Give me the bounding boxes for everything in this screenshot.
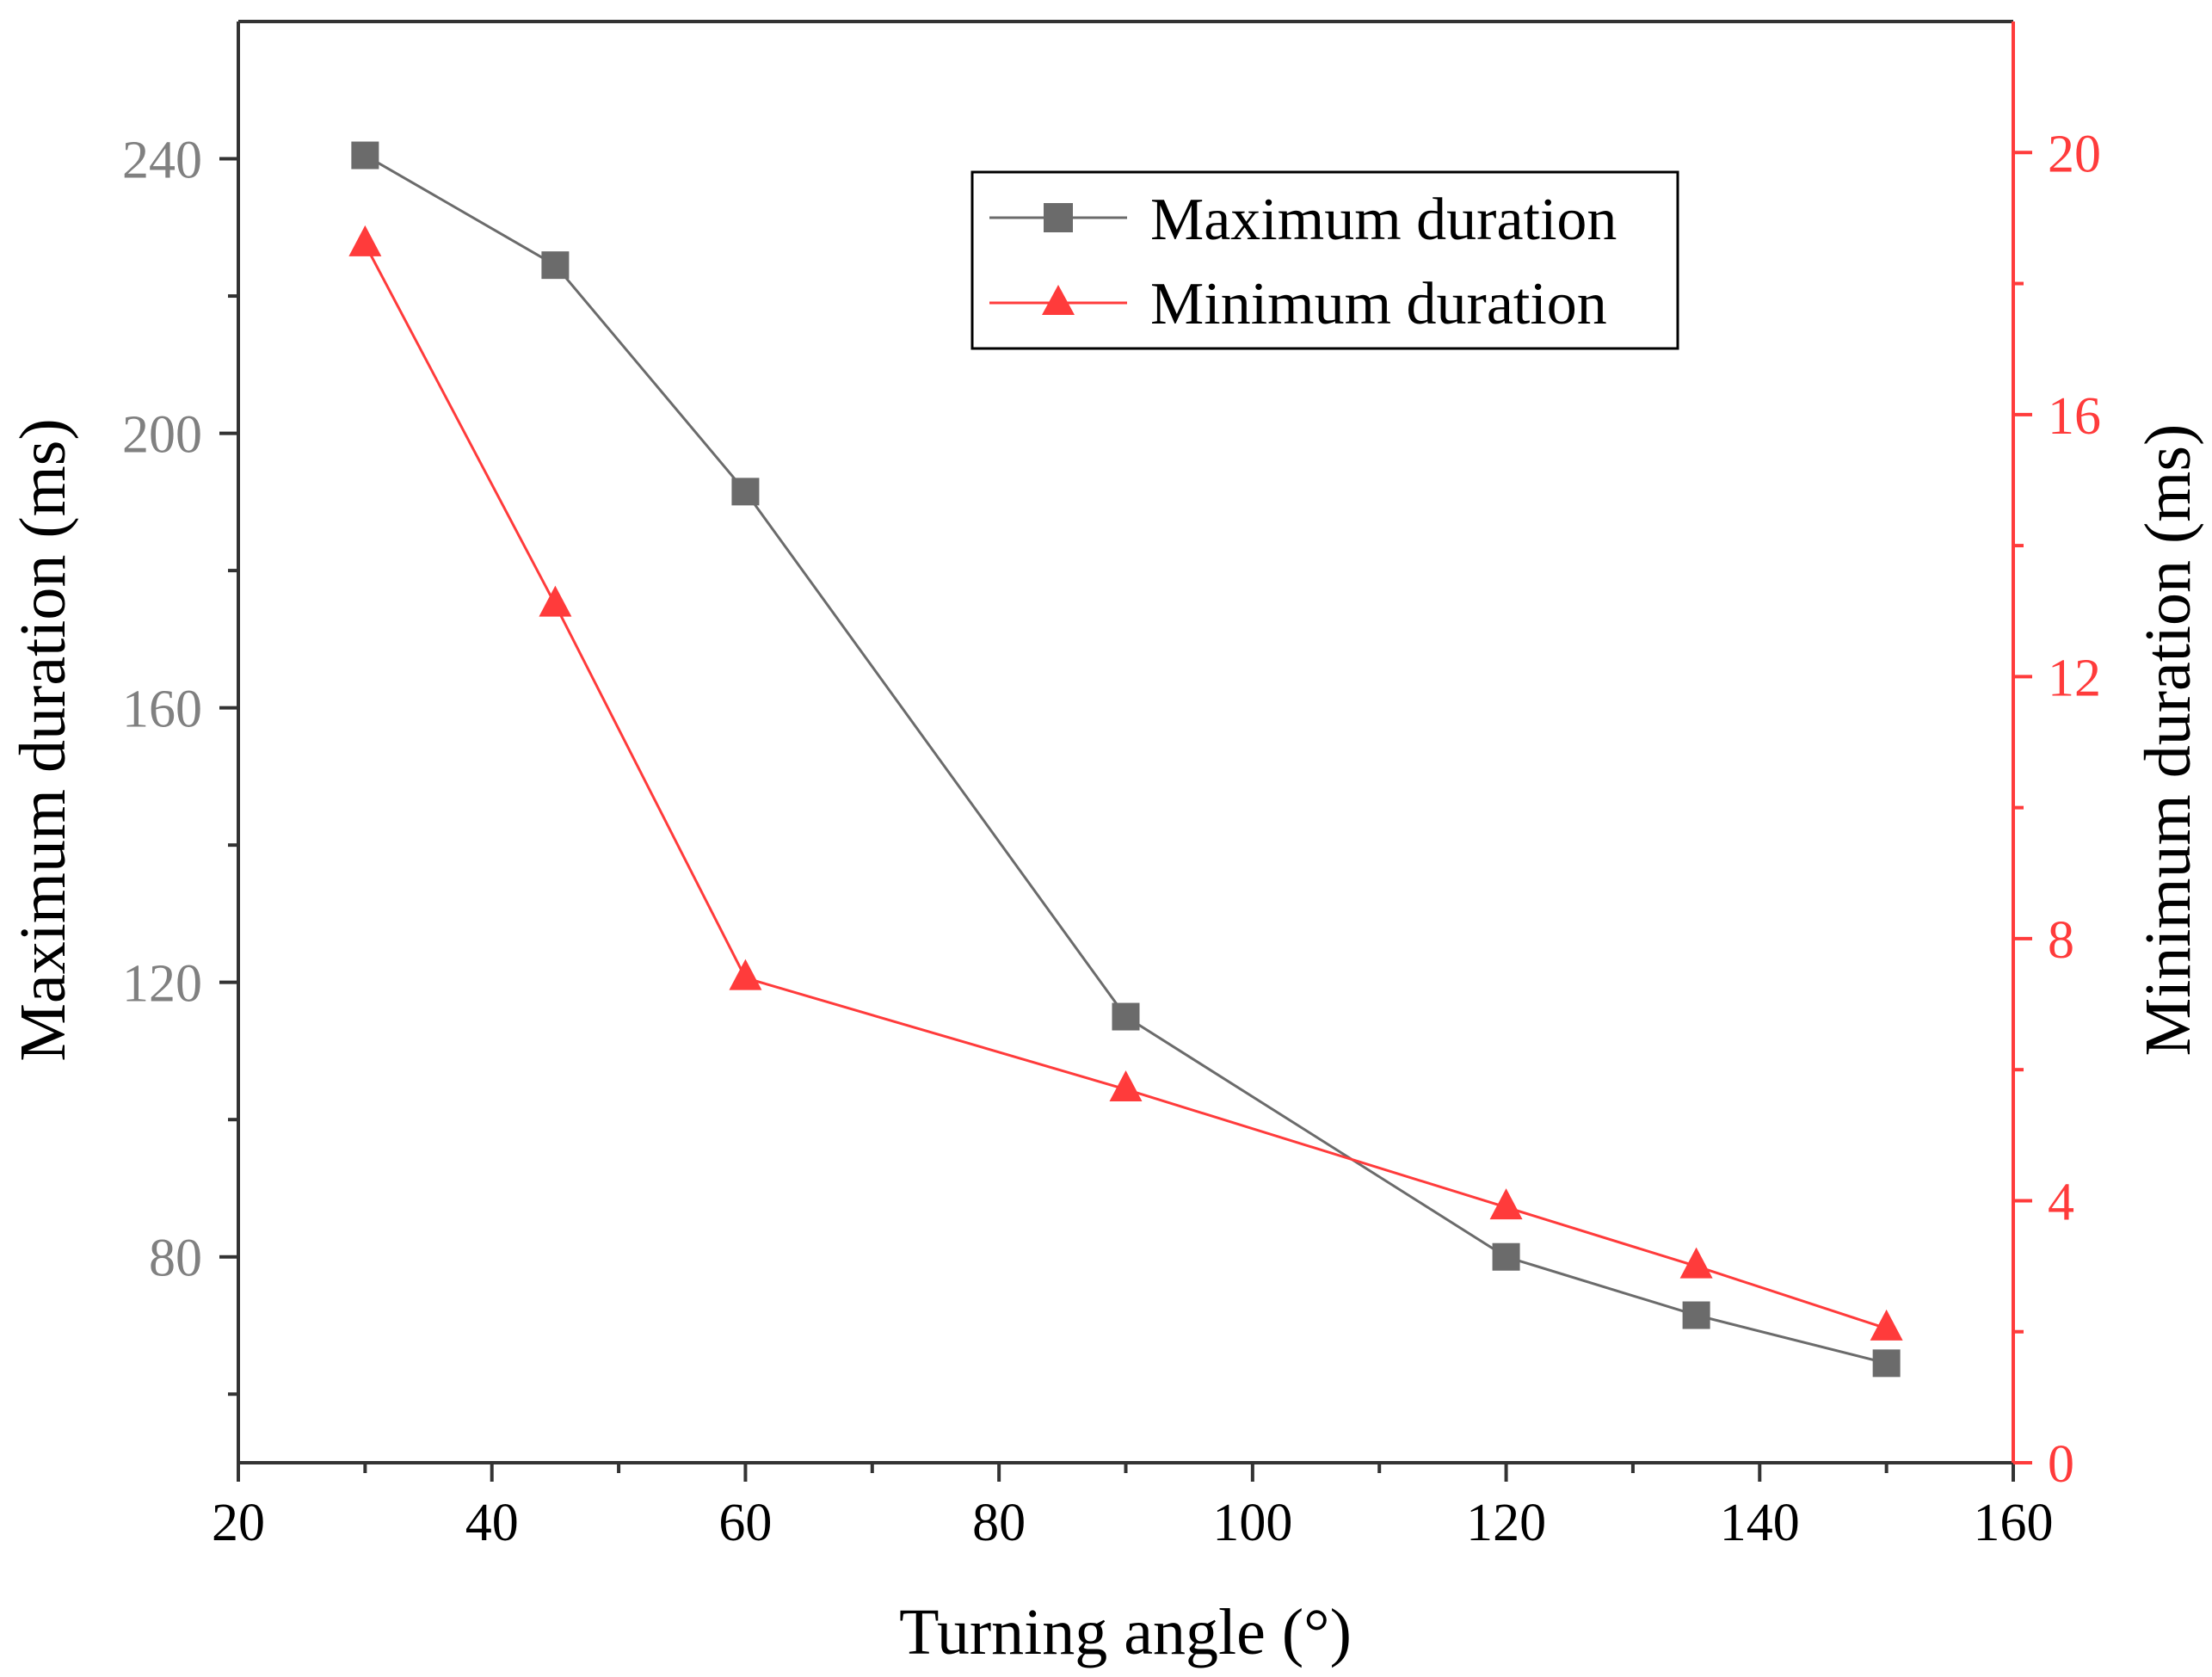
y-axis-left-title: Maximum duration (ms): [7, 418, 79, 1061]
maximum-duration-point: [351, 141, 379, 170]
legend-label-min: Minimum duration: [1150, 271, 1607, 337]
x-tick-label: 120: [1466, 1494, 1546, 1552]
minimum-duration-line: [364, 244, 1888, 1330]
legend-marker-min: [1042, 285, 1075, 315]
x-axis-title: Turning angle (°): [899, 1596, 1352, 1668]
legend-box: [970, 170, 1679, 350]
x-tick-label: 100: [1212, 1494, 1292, 1552]
y-right-tick-label: 20: [2048, 125, 2101, 183]
minimum-duration-point: [1679, 1247, 1713, 1279]
maximum-duration-point: [731, 478, 760, 506]
legend-label-max: Maximum duration: [1150, 187, 1617, 253]
minimum-duration-point: [1109, 1070, 1143, 1102]
y-right-tick-label: 12: [2048, 649, 2101, 707]
maximum-duration-point: [1112, 1002, 1140, 1031]
legend-marker-max: [1044, 203, 1073, 232]
y-axis-right-title: Minimum duration (ms): [2132, 424, 2204, 1057]
maximum-duration-point: [1682, 1301, 1710, 1329]
y-right-tick-label: 0: [2048, 1435, 2074, 1494]
x-tick-label: 40: [465, 1494, 519, 1552]
y-left-tick-label: 80: [149, 1230, 202, 1288]
x-tick-label: 80: [972, 1494, 1026, 1552]
x-axis: 20 40 60 80 100 120 140 160: [212, 1463, 2054, 1552]
y-axis-right: 0 4 8 12 16 20: [2013, 125, 2101, 1494]
maximum-duration-point: [1492, 1242, 1520, 1271]
x-tick-label: 140: [1720, 1494, 1800, 1552]
y-left-tick-label: 120: [122, 955, 202, 1014]
y-left-tick-label: 240: [122, 132, 202, 190]
minimum-duration-point: [729, 959, 762, 990]
x-tick-label: 160: [1974, 1494, 2054, 1552]
y-left-tick-label: 160: [122, 681, 202, 739]
x-tick-label: 60: [718, 1494, 772, 1552]
maximum-duration-point: [1872, 1349, 1901, 1378]
y-right-tick-label: 16: [2048, 387, 2101, 446]
x-tick-label: 20: [212, 1494, 265, 1552]
y-axis-left: 80 120 160 200 240: [122, 132, 238, 1396]
minimum-duration-point: [539, 585, 572, 617]
plot-frame: [237, 20, 2015, 1464]
minimum-duration-point: [1870, 1309, 1903, 1341]
series-layer: [348, 141, 1903, 1378]
minimum-duration-point: [348, 225, 382, 256]
minimum-duration-point: [1489, 1188, 1523, 1220]
legend: Maximum duration Minimum duration: [970, 170, 1679, 350]
y-right-tick-label: 4: [2048, 1173, 2074, 1231]
maximum-duration-point: [541, 251, 570, 280]
y-right-tick-label: 8: [2048, 911, 2074, 970]
y-left-tick-label: 200: [122, 406, 202, 465]
